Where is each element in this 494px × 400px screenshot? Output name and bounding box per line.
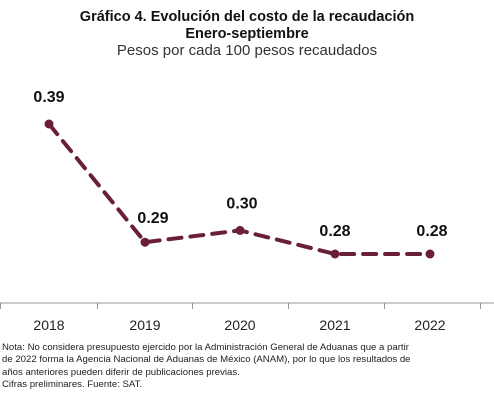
- data-label: 0.30: [226, 195, 257, 212]
- data-point: [235, 225, 245, 235]
- footnote-line: años anteriores pueden diferir de public…: [2, 366, 240, 378]
- data-label: 0.28: [319, 223, 350, 240]
- x-tick-label: 2022: [414, 317, 445, 333]
- footnote-source: Cifras preliminares. Fuente: SAT.: [2, 378, 143, 390]
- x-tick-label: 2019: [129, 317, 160, 333]
- x-tick-label: 2021: [319, 317, 350, 333]
- data-point: [140, 237, 150, 247]
- chart-subtitle: Pesos por cada 100 pesos recaudados: [116, 42, 378, 59]
- data-point: [330, 249, 340, 259]
- footnote: Nota: No considera presupuesto ejercido …: [2, 342, 492, 391]
- x-tick-label: 2020: [224, 317, 255, 333]
- x-tick-label: 2018: [33, 317, 64, 333]
- chart-title-period: Enero-septiembre: [185, 26, 309, 42]
- data-label: 0.29: [137, 210, 168, 227]
- data-label: 0.28: [416, 223, 447, 240]
- footnote-line: Nota: No considera presupuesto ejercido …: [2, 342, 409, 353]
- data-label: 0.39: [33, 89, 64, 106]
- data-point: [425, 249, 435, 259]
- chart-title: Gráfico 4. Evolución del costo de la rec…: [79, 9, 415, 25]
- footnote-line: de 2022 forma la Agencia Nacional de Adu…: [2, 354, 411, 366]
- data-point: [44, 119, 54, 129]
- line-chart: 0.39 0.29 0.30 0.28 0.28 2018 2019 2020 2021 2022: [0, 89, 494, 333]
